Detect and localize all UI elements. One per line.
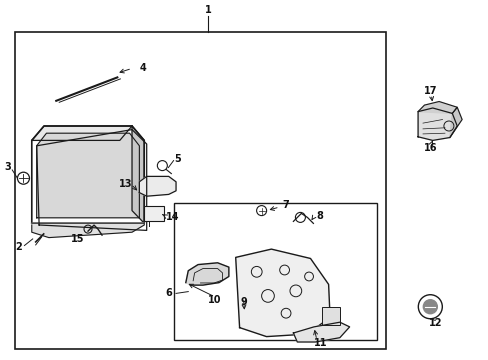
- Bar: [15, 32, 386, 349]
- Text: 14: 14: [166, 212, 180, 222]
- Polygon shape: [235, 249, 329, 337]
- Text: 8: 8: [316, 211, 323, 221]
- Bar: [144, 206, 164, 221]
- Circle shape: [423, 300, 436, 314]
- Text: 4: 4: [140, 63, 146, 73]
- Bar: [321, 307, 339, 325]
- Text: 12: 12: [427, 318, 441, 328]
- Text: 7: 7: [282, 200, 289, 210]
- Text: 10: 10: [208, 294, 222, 305]
- Text: 11: 11: [313, 338, 326, 348]
- Text: 2: 2: [15, 242, 22, 252]
- Polygon shape: [139, 176, 176, 196]
- Text: 1: 1: [204, 5, 211, 15]
- Text: 6: 6: [165, 288, 172, 298]
- Polygon shape: [449, 107, 461, 138]
- Polygon shape: [32, 126, 132, 140]
- Polygon shape: [132, 126, 144, 223]
- Text: 9: 9: [240, 297, 246, 307]
- Polygon shape: [185, 263, 228, 285]
- Polygon shape: [417, 108, 456, 140]
- Text: 13: 13: [119, 179, 133, 189]
- Bar: [173, 203, 376, 340]
- Text: 16: 16: [423, 143, 436, 153]
- Text: 3: 3: [4, 162, 11, 172]
- Polygon shape: [37, 133, 139, 218]
- Polygon shape: [417, 102, 456, 113]
- Text: 15: 15: [70, 234, 84, 244]
- Text: 17: 17: [423, 86, 436, 96]
- Polygon shape: [32, 223, 144, 238]
- Polygon shape: [293, 322, 349, 342]
- Text: 5: 5: [174, 154, 181, 164]
